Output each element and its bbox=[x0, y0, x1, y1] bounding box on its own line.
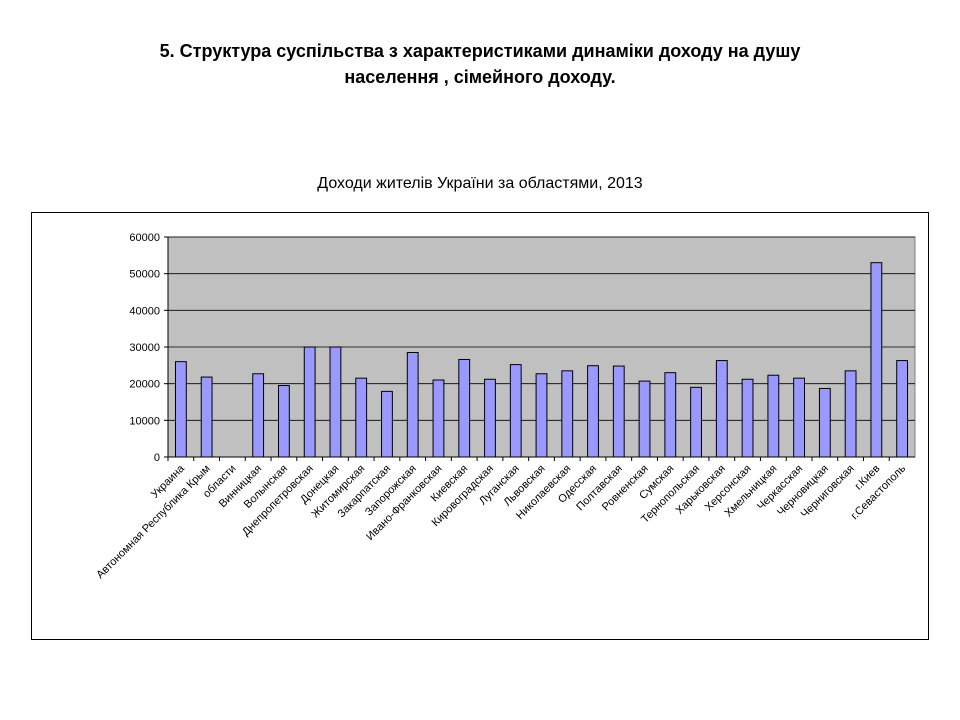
slide-title-line-2: населення , сімейного доходу. bbox=[344, 67, 616, 87]
bar bbox=[355, 377, 368, 458]
y-tick-label: 0 bbox=[154, 452, 160, 464]
bar bbox=[664, 372, 677, 458]
bar-chart: 0100002000030000400005000060000УкраинаАв… bbox=[94, 232, 916, 581]
bar bbox=[200, 376, 213, 458]
bar bbox=[638, 380, 651, 458]
y-tick-label: 50000 bbox=[129, 269, 160, 281]
bar bbox=[509, 364, 522, 458]
bar bbox=[896, 360, 909, 458]
bar bbox=[561, 370, 574, 458]
bar bbox=[329, 346, 342, 458]
bar bbox=[406, 352, 419, 458]
chart-title: Доходи жителів України за областями, 201… bbox=[317, 175, 643, 192]
bar bbox=[381, 390, 393, 458]
bar bbox=[432, 379, 445, 458]
bar bbox=[303, 346, 316, 458]
bar bbox=[818, 387, 831, 458]
bar bbox=[690, 386, 702, 458]
bar bbox=[587, 365, 599, 458]
bar bbox=[535, 373, 548, 458]
x-tick-label: Автономная Республика Крым bbox=[94, 463, 212, 581]
bar bbox=[484, 378, 496, 458]
bar bbox=[278, 385, 290, 458]
y-tick-label: 60000 bbox=[129, 232, 160, 244]
bar bbox=[715, 360, 728, 458]
bar bbox=[793, 377, 805, 458]
y-tick-label: 20000 bbox=[129, 379, 160, 391]
slide-title: 5. Структура суспільства з характеристик… bbox=[60, 38, 900, 90]
bar bbox=[870, 262, 883, 458]
y-tick-label: 10000 bbox=[129, 415, 160, 427]
bar bbox=[844, 370, 857, 458]
bar bbox=[767, 374, 780, 458]
slide-title-line-1: 5. Структура суспільства з характеристик… bbox=[159, 41, 801, 61]
bar bbox=[741, 378, 754, 458]
bar bbox=[252, 373, 265, 458]
y-tick-label: 30000 bbox=[129, 342, 160, 354]
bar bbox=[612, 365, 625, 458]
y-tick-label: 40000 bbox=[129, 305, 160, 317]
bar bbox=[174, 361, 187, 458]
bar bbox=[458, 358, 471, 458]
chart-area: 0 10000 20000 30000 40000 50000 60000 Украина Ав… bbox=[31, 212, 929, 640]
